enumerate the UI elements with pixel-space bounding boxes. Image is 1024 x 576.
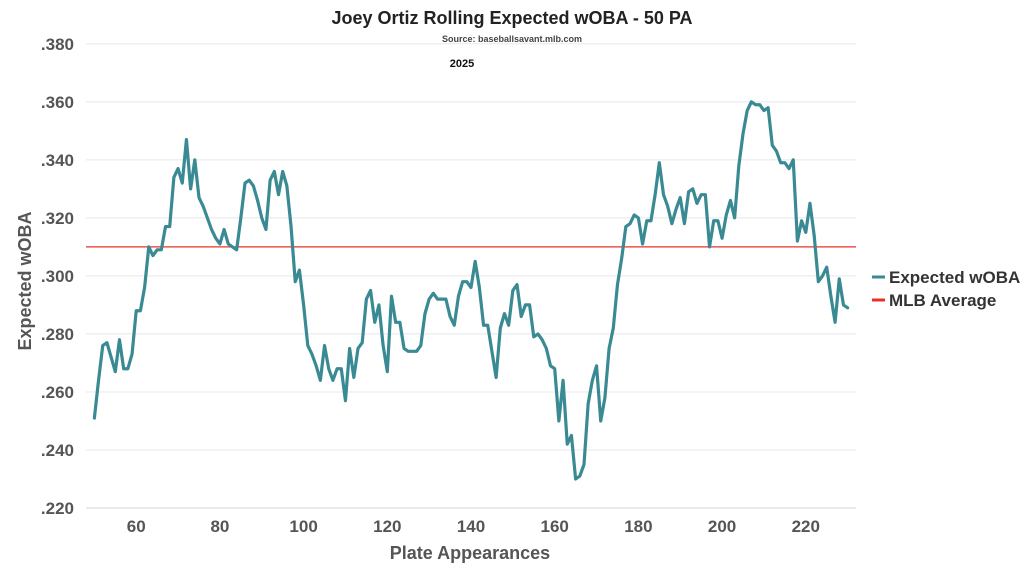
legend-item-mlb-average[interactable]: MLB Average	[872, 291, 996, 310]
legend-label-expected-woba: Expected wOBA	[889, 268, 1020, 287]
y-axis-label: Expected wOBA	[15, 211, 35, 350]
y-tick-label: .260	[41, 383, 74, 402]
gridlines	[86, 43, 856, 509]
x-tick-label: 160	[541, 517, 569, 536]
x-tick-label: 140	[457, 517, 485, 536]
y-tick-label: .340	[41, 151, 74, 170]
chart-subtitle: Source: baseballsavant.mlb.com	[442, 34, 582, 44]
x-tick-label: 120	[373, 517, 401, 536]
legend-label-mlb-average: MLB Average	[889, 291, 996, 310]
y-tick-label: .320	[41, 209, 74, 228]
legend: Expected wOBA MLB Average	[872, 268, 1020, 310]
chart-title: Joey Ortiz Rolling Expected wOBA - 50 PA	[331, 8, 692, 28]
x-tick-label: 100	[289, 517, 317, 536]
x-tick-label: 200	[708, 517, 736, 536]
year-annotation: 2025	[450, 58, 474, 70]
y-tick-label: .360	[41, 93, 74, 112]
x-tick-label: 80	[210, 517, 229, 536]
x-tick-label: 220	[792, 517, 820, 536]
y-tick-label: .380	[41, 35, 74, 54]
y-tick-label: .280	[41, 325, 74, 344]
x-tick-label: 180	[624, 517, 652, 536]
x-tick-label: 60	[127, 517, 146, 536]
y-tick-label: .220	[41, 499, 74, 518]
expected-woba-series-line	[92, 100, 850, 481]
x-axis-label: Plate Appearances	[390, 543, 550, 563]
y-tick-label: .300	[41, 267, 74, 286]
x-axis-ticks: 60 80 100 120 140 160 180 200 220	[127, 517, 820, 536]
y-tick-label: .240	[41, 441, 74, 460]
y-axis-ticks: .220 .240 .260 .280 .300 .320 .340 .360 .380	[41, 35, 74, 518]
legend-item-expected-woba[interactable]: Expected wOBA	[872, 268, 1020, 287]
